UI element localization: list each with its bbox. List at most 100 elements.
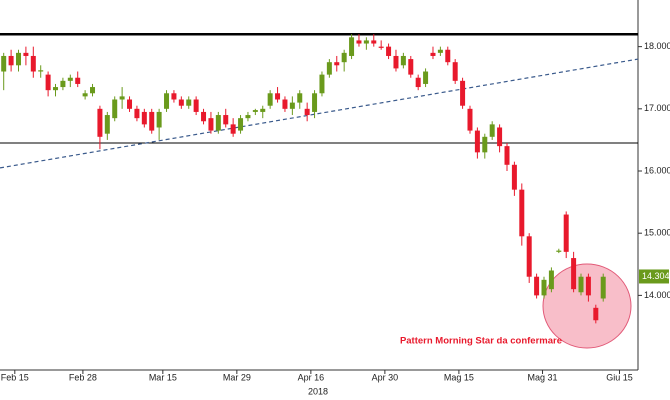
last-price-box [639,269,669,284]
candle-body [482,136,488,153]
candle-body [267,93,273,106]
y-tick-label: 18.0000 [644,41,670,51]
candle-body [60,80,66,88]
candle-body [386,46,392,56]
candle-body [230,124,236,134]
candle-body [423,71,429,84]
x-tick-label: Giu 15 [606,372,633,382]
candle-body [334,62,340,66]
candle-body [371,40,377,44]
candle-body [8,55,14,66]
candle-body [193,99,199,112]
candle-body [282,99,288,109]
candle-body [593,307,599,321]
candle-body [548,270,554,290]
y-tick-label: 16.0000 [644,165,670,175]
candle-body [275,93,281,100]
candle-body [319,74,325,94]
candle-body [519,189,525,237]
candle-body [356,40,362,44]
candle-body [149,111,155,131]
x-tick-label: Feb 15 [1,372,29,382]
candle-body [23,52,29,56]
candle-body [312,93,318,112]
year-label: 2018 [308,386,328,396]
y-tick-label: 15.0000 [644,228,670,238]
highlight-circle [542,263,632,349]
candle-body [304,108,310,116]
candle-body [378,46,384,48]
candle-body [489,124,495,137]
candle-body [504,146,510,165]
candle-body [326,62,332,75]
candle-body [393,55,399,69]
candle-body [238,118,244,131]
candle-body [474,130,480,153]
candle-body [563,214,569,252]
candle-body [571,258,577,290]
candle-body [526,236,532,277]
candle-body [430,52,436,56]
annotation: Pattern Morning Star da confermare [400,336,562,347]
candle-body [260,108,266,112]
candle-body [252,110,258,112]
x-tick-label: Mag 15 [444,372,474,382]
x-tick-label: Mar 15 [149,372,177,382]
candle-body [460,80,466,106]
candle-body [90,87,96,94]
candle-body [415,77,421,88]
candle-body [45,74,51,91]
candle-body [452,62,458,81]
y-tick-label: 14.0000 [644,290,670,300]
last-price-label: 14.3040 [642,271,670,281]
candle-body [171,93,177,100]
candle-body [215,115,221,131]
candle-body [245,115,251,119]
candle-body [289,102,295,109]
candle-body [341,52,347,63]
candle-body [297,93,303,103]
candle-body [97,108,103,137]
candle-body [156,111,162,128]
candle-body [119,96,125,100]
y-tick-label: 17.0000 [644,103,670,113]
x-tick-label: Mar 29 [223,372,251,382]
candle-body [534,276,540,296]
candle-body [1,55,7,72]
candle-body [75,77,81,84]
candle-body [53,87,59,91]
candle-body [497,127,503,147]
candle-body [511,164,517,190]
candle-body [112,99,118,119]
candle-body [208,118,214,131]
trendline [0,58,639,169]
candle-body [127,99,133,109]
candle-body [30,55,36,72]
x-tick-label: Apr 30 [372,372,399,382]
candle-body [437,49,443,53]
candle-body [38,70,44,72]
x-tick-label: Mag 31 [528,372,558,382]
candle-body [164,93,170,109]
candle-body [201,111,207,122]
candle-body [556,250,562,252]
candle-body [141,111,147,125]
candle-body [600,276,606,299]
candle-body [408,59,414,75]
candle-body [400,55,406,66]
candle-body [67,77,73,81]
candle-body [349,37,355,56]
candle-body [467,108,473,131]
candle-body [363,40,369,44]
candle-body [82,93,88,97]
candle-body [178,99,184,106]
x-tick-label: Feb 28 [69,372,97,382]
candle-body [134,108,140,119]
candle-body [445,49,451,63]
candle-body [223,115,229,125]
candle-body [16,52,22,66]
candle-body [104,115,110,134]
candle-body [578,276,584,293]
